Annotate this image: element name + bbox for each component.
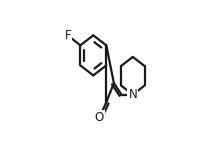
Text: N: N — [129, 88, 137, 101]
Text: F: F — [65, 29, 71, 42]
Text: O: O — [95, 111, 104, 124]
